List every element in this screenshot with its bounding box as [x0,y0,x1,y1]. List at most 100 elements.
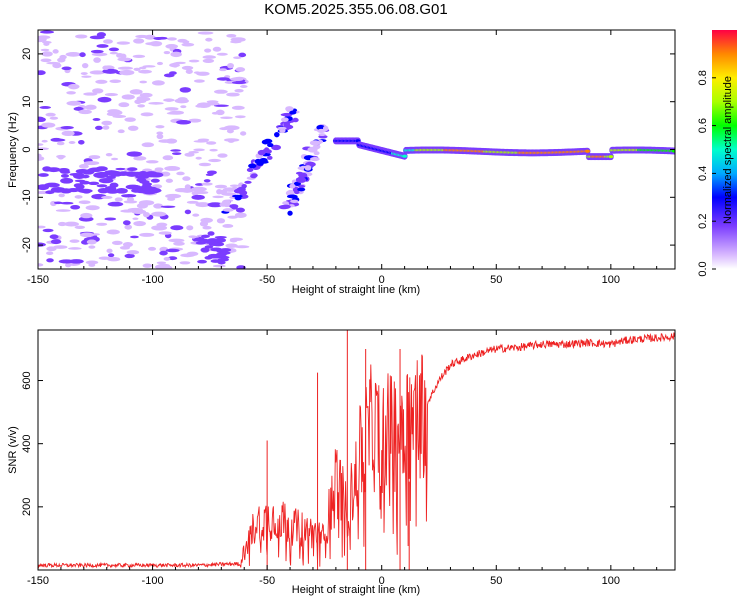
spectrogram-cell [219,248,232,252]
spectrogram-cell [86,239,97,245]
spectrogram-cell [225,243,238,248]
chart-title: KOM5.2025.355.06.08.G01 [264,1,447,18]
spectrogram-cell [97,187,110,194]
spectrogram-cell [156,261,167,265]
spec-y-tick-label: 10 [21,96,33,108]
spectrogram-cell [151,225,168,231]
spectrogram-cell [115,188,128,194]
spectrogram-cell [41,139,48,143]
spectrogram-cell [204,255,213,260]
spectrogram-cell [38,173,49,177]
spectrogram-cell [45,112,56,117]
spectrogram-cell [181,65,194,71]
snr-x-label: Height of straight line (km) [292,584,420,596]
spectrogram-cell [608,155,614,159]
spectrogram-cell [217,153,228,158]
spectrogram-cell [191,186,207,192]
spectrogram-cell [60,125,74,130]
spectrogram-cell [69,239,80,243]
spectrogram-cell [78,200,91,205]
spectrogram-cell [117,129,125,134]
spectrogram-cell [222,223,234,228]
spectrogram-cell [163,256,171,261]
spectrogram-cell [216,218,226,224]
spectrogram-cell [75,34,88,39]
spectrogram-cell [156,61,164,66]
spectrogram-cell [281,204,291,209]
spectrogram-cell [281,112,293,117]
spectrogram-cell [214,237,226,243]
spectrogram-cell [78,164,89,169]
spectrogram-cell [79,180,91,185]
spectrogram-cell [295,177,307,183]
spectrogram-cell [88,155,101,160]
spectrogram-cell [140,112,154,117]
spectrogram-cell [133,156,147,161]
spectrogram-cell [83,92,98,96]
spectrogram-cell [52,49,59,54]
spectrogram-cell [267,155,273,160]
spectrogram-cell [156,36,168,40]
spectrogram-cell [79,232,95,238]
spectrogram-cell [205,173,214,177]
spectrogram-cell [92,118,101,121]
spectrogram-cell [170,149,181,152]
spectrogram-cell [107,253,115,258]
spec-y-tick-label: -20 [21,237,33,253]
spectrogram-cell [177,97,188,102]
spectrogram-cell [209,148,218,152]
spectrogram-cell [202,225,212,230]
spectrogram-cell [250,174,258,179]
spectrogram-cell [216,189,223,195]
spectrogram-cell [60,173,70,178]
spectrogram-cell [179,261,191,265]
spectrogram-cell [80,72,88,75]
spectrogram-cell [297,187,306,192]
spectrogram-cell [195,156,202,160]
spectrogram-cell [176,119,192,125]
spectrogram-cell [165,248,180,253]
snr-panel: -150 -100 -50 0 50 100 200 400 600 Height of st… [7,329,676,596]
spectrogram-cell [214,184,228,189]
spectrogram-cell [102,125,110,130]
spec-y-tick-label: 20 [21,48,33,60]
spectrogram-cell [73,106,84,111]
spec-x-tick-label: 50 [490,274,502,286]
spectrogram-cell [158,231,172,235]
spectrogram-cell [193,71,201,74]
spectrogram-cell [127,125,139,131]
spectrogram-cell [102,65,110,71]
spectrogram-cell [46,251,54,256]
spectrogram-cell [40,58,52,63]
spec-x-tick-label: -150 [27,274,49,286]
spectrogram-cell [58,221,67,227]
snr-x-tick-label: 100 [602,575,620,587]
spectrogram-cell [202,58,215,63]
spectrogram-cell [136,203,148,209]
spectrogram-cell [69,172,83,176]
spectrogram-cell [96,44,109,48]
spectrogram-cell [304,165,312,171]
spectrogram-cell [127,167,138,172]
spectrogram-cell [46,167,61,173]
spectrogram-cell [289,110,297,115]
spectrogram-cell [102,68,119,74]
spectrogram-cell [214,235,227,239]
spectrogram-cell [108,47,120,52]
spectrogram-cell [307,162,315,166]
spectrogram-cell [195,104,206,108]
spectrogram-cell [216,52,228,56]
spectrogram-cell [204,48,212,53]
spectrogram-cell [156,131,164,135]
spectrogram-cell [121,194,137,198]
spec-x-tick-label: -50 [259,274,275,286]
spectrogram-cell [85,205,100,211]
spectrogram-cell [129,89,143,95]
spectrogram-cell [192,213,200,217]
spectrogram-cell [186,200,199,204]
spectrogram-cell [181,42,195,47]
spectrogram-cell [223,138,240,142]
spectrogram-cell [197,259,207,264]
spectrogram-cell [233,56,242,60]
spectrogram-cell [195,202,211,208]
